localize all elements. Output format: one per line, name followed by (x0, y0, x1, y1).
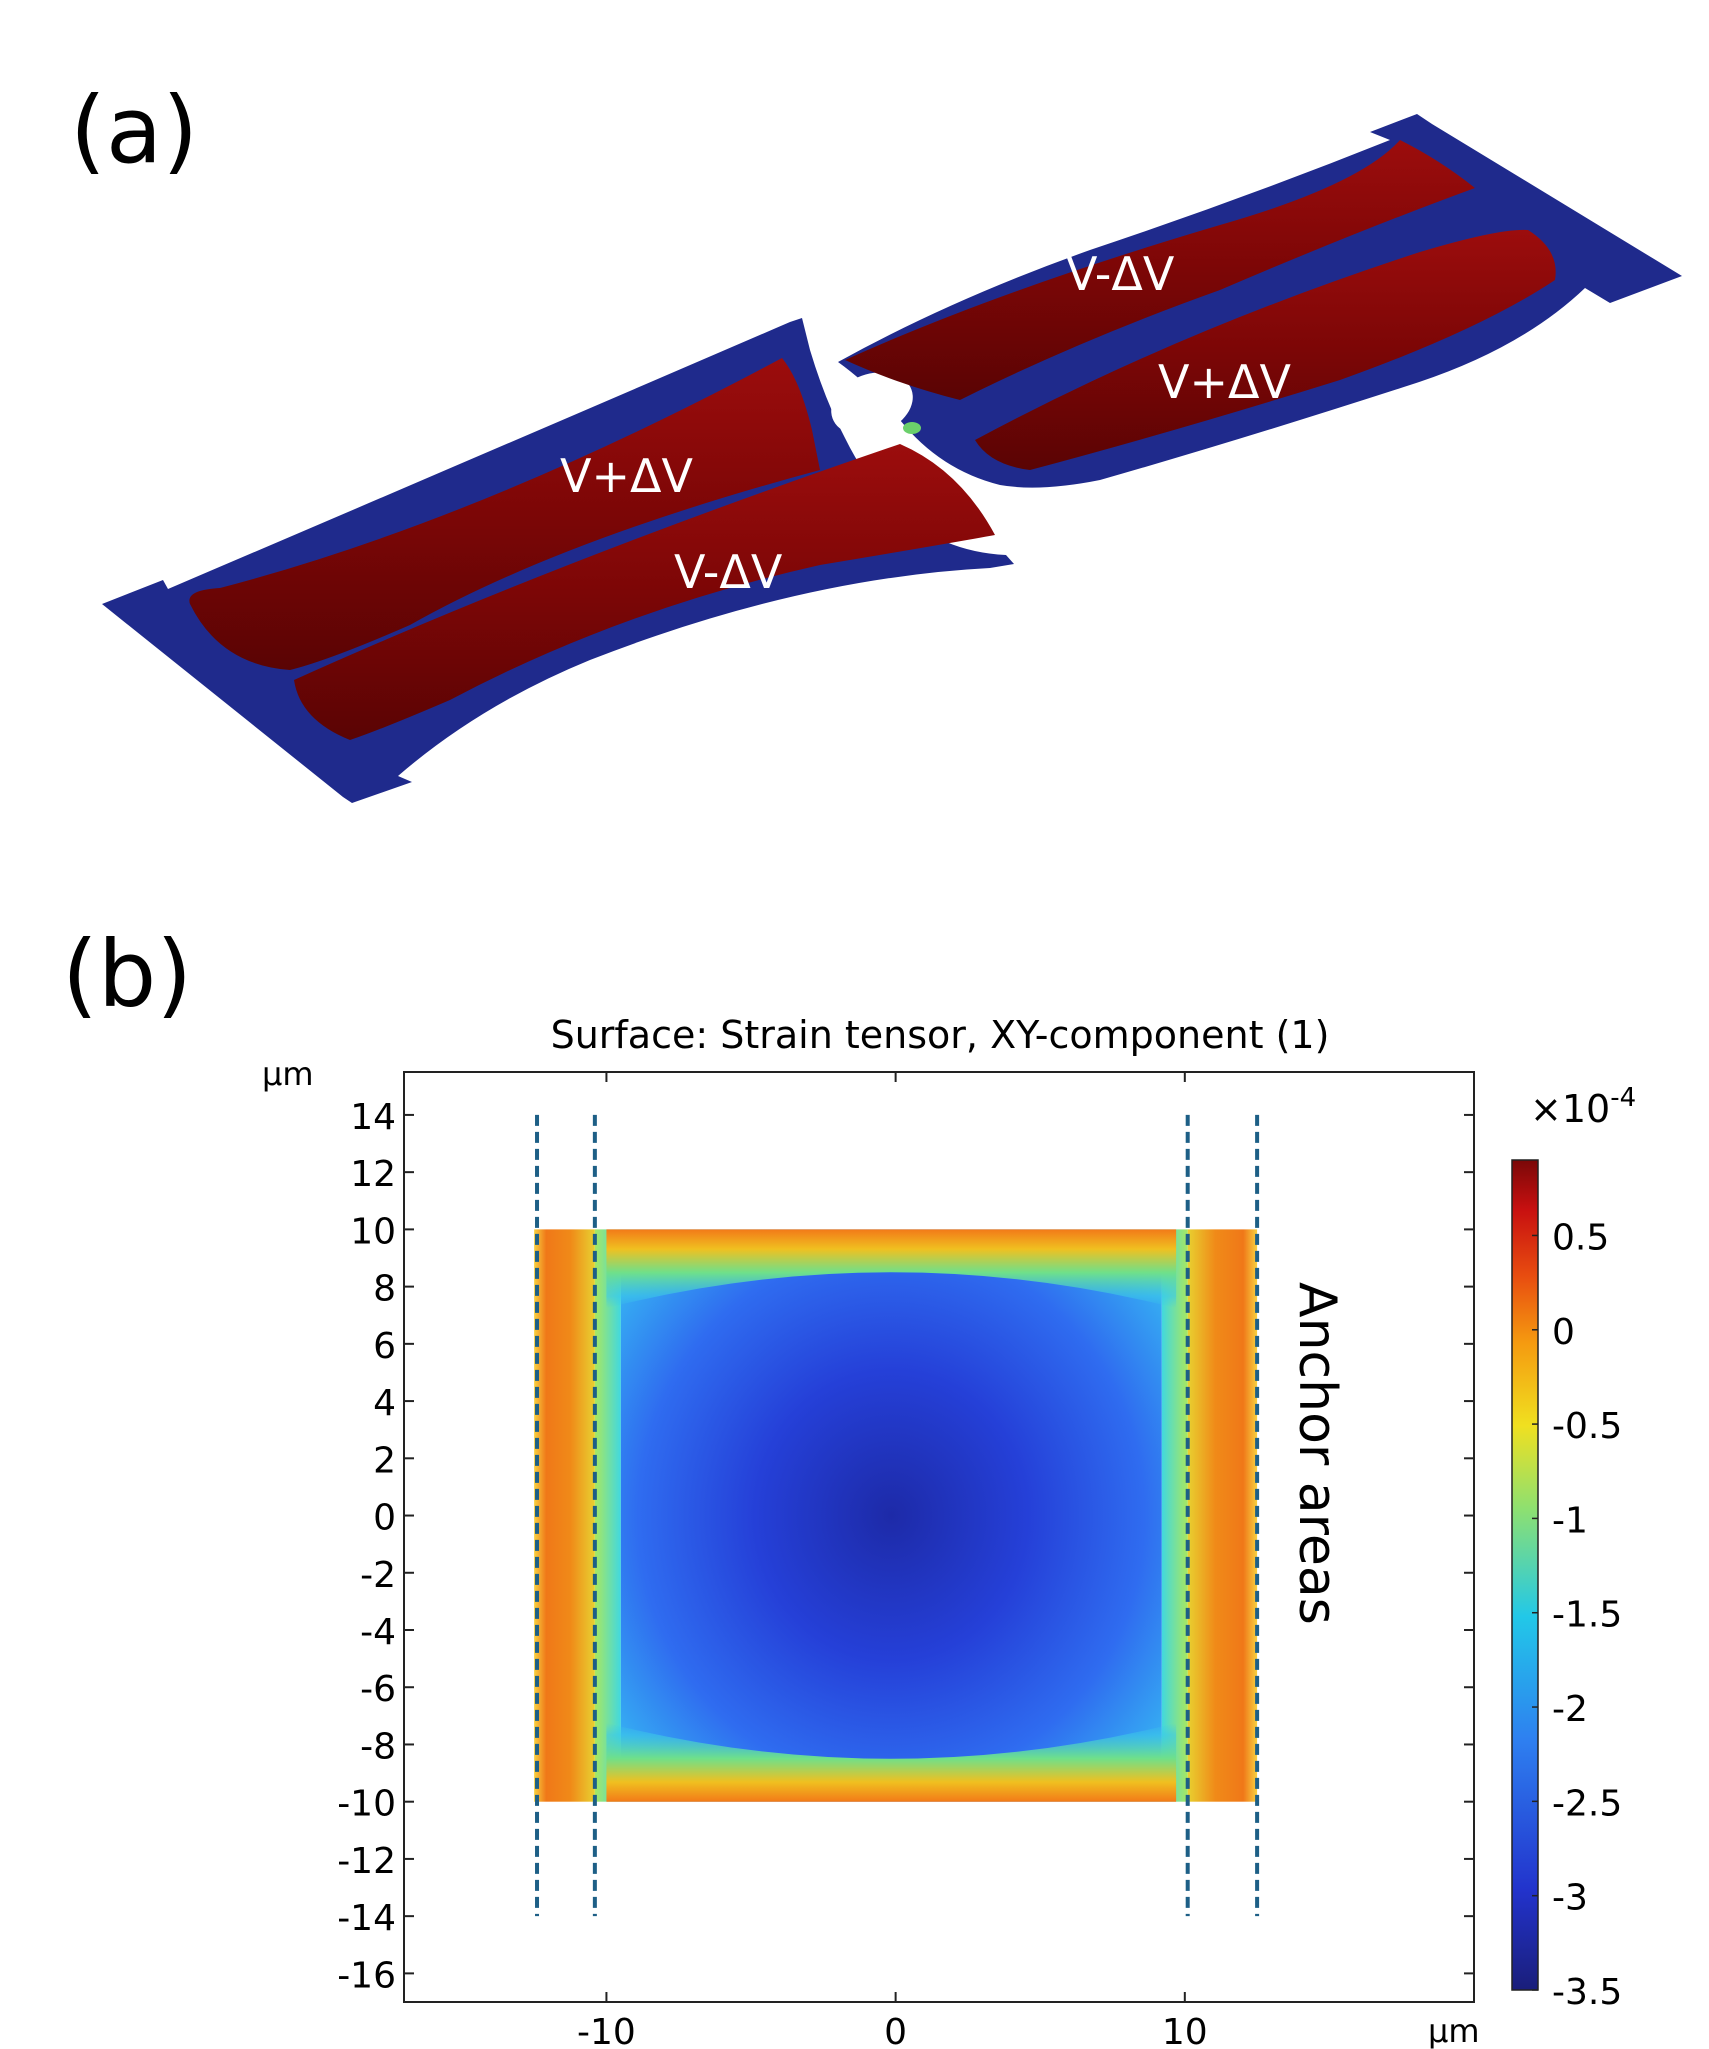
x-tick-label: -10 (577, 2012, 636, 2049)
y-tick-label: 2 (373, 1440, 396, 1481)
x-axis-unit: µm (1428, 2012, 1480, 2049)
electrode-right-lower (975, 229, 1556, 470)
colorbar-gradient (1511, 1159, 1539, 1991)
y-tick-label: 0 (373, 1498, 396, 1539)
y-tick-label: -12 (337, 1841, 396, 1882)
colorbar-tick-label: -3 (1552, 1878, 1588, 1919)
panel-b-label: (b) (62, 921, 192, 1028)
plot-frame (403, 1071, 1475, 2003)
y-tick-label: -4 (360, 1612, 396, 1653)
y-tick-label: -2 (360, 1555, 396, 1596)
colorbar-tick-label: -1.5 (1552, 1595, 1622, 1636)
anchor-boundary-lines (535, 1114, 1260, 1917)
plot-title: Surface: Strain tensor, XY-component (1) (551, 1013, 1330, 1057)
colorbar-tick-label: -3.5 (1552, 1972, 1622, 2013)
colorbar-tick-label: -1 (1552, 1500, 1588, 1541)
y-tick-label: 10 (350, 1211, 396, 1252)
panel-a-label: (a) (70, 77, 198, 184)
transition-strip-left (594, 1229, 621, 1802)
y-tick-label: 6 (373, 1326, 396, 1367)
right-frame (838, 114, 1682, 488)
anchor-area-right (1187, 1229, 1258, 1802)
electrode-right-upper (845, 140, 1475, 400)
y-tick-label: 8 (373, 1269, 396, 1310)
y-tick-label: -6 (360, 1669, 396, 1710)
colorbar-ticks: 0.5 0 -0.5 -1 -1.5 -2 -2.5 -3 -3.5 (1532, 1217, 1622, 2013)
y-tick-label: 12 (350, 1154, 396, 1195)
x-axis-ticks: -10 0 10 (577, 1072, 1208, 2049)
colorbar: ×10-4 0.5 0 -0.5 -1 -1.5 -2 -2.5 -3 -3.5 (1511, 1083, 1636, 2013)
y-tick-label: -14 (337, 1898, 396, 1939)
anchor-areas-annotation: Anchor areas (1287, 1282, 1347, 1625)
y-tick-label: 4 (373, 1383, 396, 1424)
anchor-area-left (534, 1229, 595, 1802)
electrode-label-left-upper: V+ΔV (560, 449, 693, 503)
y-tick-label: -16 (337, 1955, 396, 1996)
y-axis-unit: µm (262, 1055, 314, 1093)
electrode-label-right-lower: V+ΔV (1158, 355, 1291, 409)
electrode-label-right-upper: V-ΔV (1066, 247, 1175, 301)
colorbar-exponent: -4 (1610, 1083, 1636, 1113)
membrane-top-edge (606, 1229, 1177, 1309)
colorbar-tick-label: -2.5 (1552, 1783, 1622, 1824)
y-tick-label: -10 (337, 1784, 396, 1825)
center-hole (831, 372, 913, 436)
colorbar-tick-label: 0 (1552, 1312, 1575, 1353)
electrode-left-lower (294, 444, 995, 740)
membrane-bottom-edge (606, 1723, 1177, 1802)
x-tick-label: 10 (1162, 2012, 1208, 2049)
center-joint (903, 422, 921, 434)
device-3d-render: V-ΔV V+ΔV V+ΔV V-ΔV (102, 114, 1682, 803)
membrane-center (620, 1229, 1162, 1802)
colorbar-multiplier: ×10-4 (1530, 1083, 1636, 1131)
y-tick-label: -8 (360, 1726, 396, 1767)
colorbar-tick-label: -2 (1552, 1689, 1588, 1730)
y-tick-label: 14 (350, 1097, 396, 1138)
strain-heatmap (534, 1229, 1258, 1802)
colorbar-tick-label: -0.5 (1552, 1406, 1622, 1447)
electrode-label-left-lower: V-ΔV (674, 545, 783, 599)
electrode-left-upper (189, 358, 820, 670)
transition-strip-right (1161, 1229, 1188, 1802)
y-axis-ticks: 14 12 10 8 6 4 2 0 -2 -4 -6 -8 -10 -12 -14 -16 (337, 1097, 1474, 1996)
x-tick-label: 0 (884, 2012, 907, 2049)
colorbar-tick-label: 0.5 (1552, 1217, 1609, 1258)
